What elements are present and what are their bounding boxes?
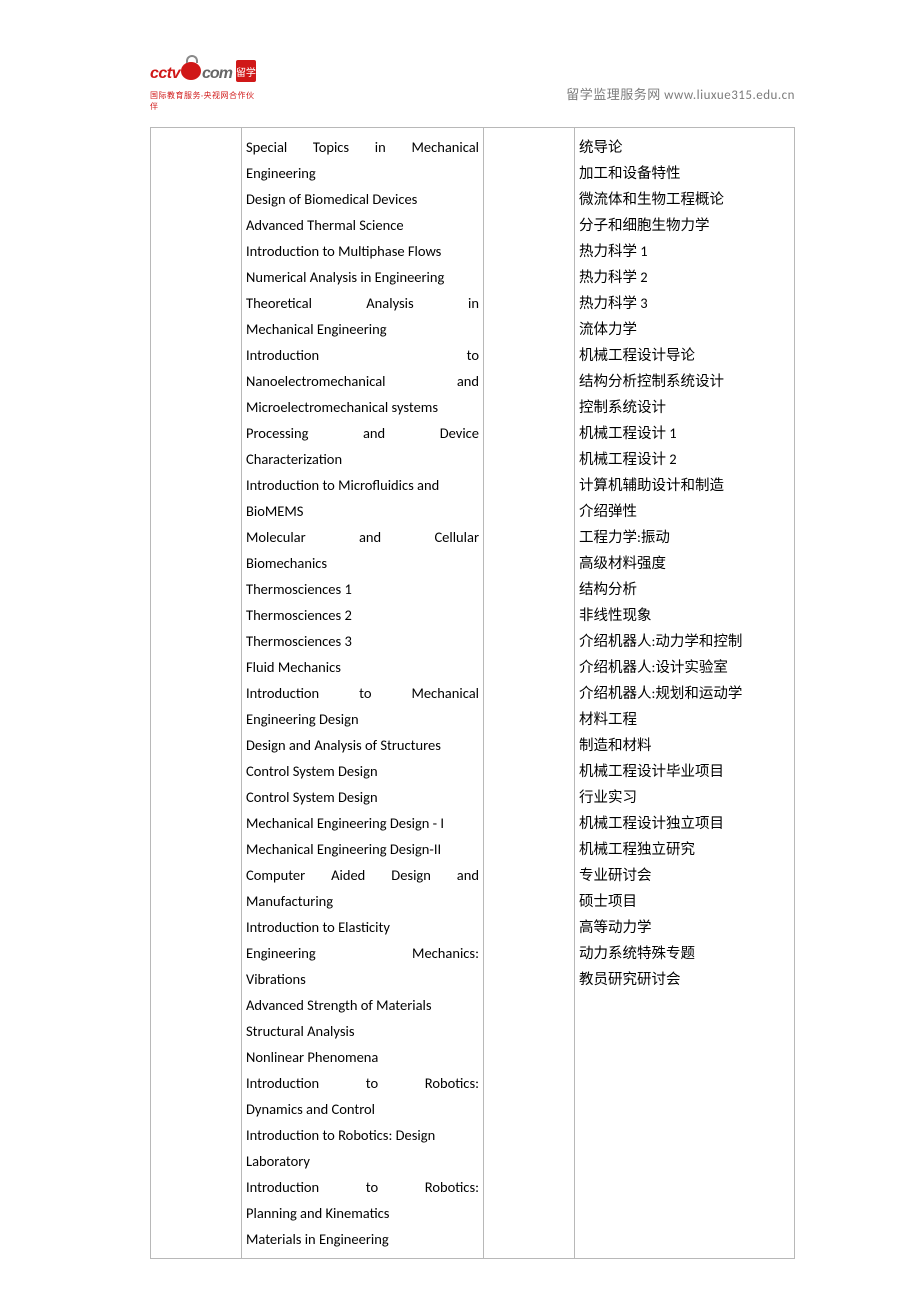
course-line-en: Engineering Design (246, 706, 479, 732)
course-line-zh: 控制系统设计 (579, 394, 790, 420)
table-col-chinese: 统导论加工和设备特性微流体和生物工程概论分子和细胞生物力学热力科学 1热力科学 … (575, 128, 795, 1258)
course-line-zh: 介绍机器人:规划和运动学 (579, 680, 790, 706)
logo: cctv com 留学 国际教育服务·央视网合作伙伴 (150, 60, 258, 105)
course-line-en: Introduction to Microfluidics and (246, 472, 479, 498)
course-line-zh: 结构分析控制系统设计 (579, 368, 790, 394)
course-line-en: Dynamics and Control (246, 1096, 479, 1122)
course-line-zh: 介绍弹性 (579, 498, 790, 524)
course-line-zh: 热力科学 2 (579, 264, 790, 290)
course-line-en: Nonlinear Phenomena (246, 1044, 479, 1070)
logo-badge: 留学 (236, 60, 256, 82)
table-col-english: Special Topics in MechanicalEngineeringD… (242, 128, 484, 1258)
course-line-en: Processing and Device (246, 420, 479, 446)
logo-cctv-text: cctv (150, 65, 180, 83)
course-line-zh: 工程力学:振动 (579, 524, 790, 550)
course-line-en: BioMEMS (246, 498, 479, 524)
course-line-en: Introduction to Multiphase Flows (246, 238, 479, 264)
course-line-en: Design of Biomedical Devices (246, 186, 479, 212)
course-line-zh: 高级材料强度 (579, 550, 790, 576)
course-line-zh: 热力科学 3 (579, 290, 790, 316)
course-line-en: Advanced Strength of Materials (246, 992, 479, 1018)
course-line-zh: 微流体和生物工程概论 (579, 186, 790, 212)
logo-top: cctv com 留学 (150, 60, 258, 88)
course-line-en: Mechanical Engineering (246, 316, 479, 342)
content-table: Special Topics in MechanicalEngineeringD… (150, 127, 795, 1259)
course-line-zh: 机械工程设计 1 (579, 420, 790, 446)
course-line-en: Control System Design (246, 784, 479, 810)
header-site-text: 留学监理服务网 www.liuxue315.edu.cn (566, 84, 795, 105)
course-line-en: Design and Analysis of Structures (246, 732, 479, 758)
logo-dot-icon (181, 62, 201, 80)
course-line-zh: 高等动力学 (579, 914, 790, 940)
course-line-en: Structural Analysis (246, 1018, 479, 1044)
course-line-en: Engineering Mechanics: (246, 940, 479, 966)
course-line-en: Introduction to (246, 342, 479, 368)
course-line-en: Planning and Kinematics (246, 1200, 479, 1226)
course-line-zh: 硕士项目 (579, 888, 790, 914)
page-header: cctv com 留学 国际教育服务·央视网合作伙伴 留学监理服务网 www.l… (150, 60, 795, 105)
course-line-en: Molecular and Cellular (246, 524, 479, 550)
course-line-en: Vibrations (246, 966, 479, 992)
course-line-zh: 材料工程 (579, 706, 790, 732)
course-line-en: Microelectromechanical systems (246, 394, 479, 420)
course-line-zh: 机械工程独立研究 (579, 836, 790, 862)
course-line-zh: 分子和细胞生物力学 (579, 212, 790, 238)
course-line-en: Special Topics in Mechanical (246, 134, 479, 160)
course-line-en: Theoretical Analysis in (246, 290, 479, 316)
course-line-en: Mechanical Engineering Design-II (246, 836, 479, 862)
course-line-en: Fluid Mechanics (246, 654, 479, 680)
course-line-zh: 制造和材料 (579, 732, 790, 758)
course-line-en: Introduction to Robotics: (246, 1070, 479, 1096)
course-line-zh: 机械工程设计独立项目 (579, 810, 790, 836)
course-line-zh: 加工和设备特性 (579, 160, 790, 186)
table-col-3-empty (484, 128, 575, 1258)
course-line-en: Introduction to Robotics: (246, 1174, 479, 1200)
course-line-en: Materials in Engineering (246, 1226, 479, 1252)
course-line-en: Biomechanics (246, 550, 479, 576)
course-line-en: Advanced Thermal Science (246, 212, 479, 238)
course-line-zh: 专业研讨会 (579, 862, 790, 888)
logo-com-text: com (202, 65, 232, 83)
course-line-zh: 介绍机器人:设计实验室 (579, 654, 790, 680)
course-line-zh: 结构分析 (579, 576, 790, 602)
course-line-en: Introduction to Elasticity (246, 914, 479, 940)
course-line-en: Characterization (246, 446, 479, 472)
course-line-en: Thermosciences 1 (246, 576, 479, 602)
course-line-en: Engineering (246, 160, 479, 186)
course-line-zh: 热力科学 1 (579, 238, 790, 264)
course-line-en: Introduction to Robotics: Design (246, 1122, 479, 1148)
course-line-zh: 机械工程设计导论 (579, 342, 790, 368)
course-line-en: Numerical Analysis in Engineering (246, 264, 479, 290)
course-line-zh: 介绍机器人:动力学和控制 (579, 628, 790, 654)
course-line-en: Computer Aided Design and (246, 862, 479, 888)
course-line-en: Introduction to Mechanical (246, 680, 479, 706)
course-line-zh: 教员研究研讨会 (579, 966, 790, 992)
course-line-en: Thermosciences 2 (246, 602, 479, 628)
course-line-zh: 动力系统特殊专题 (579, 940, 790, 966)
course-line-zh: 行业实习 (579, 784, 790, 810)
course-line-en: Thermosciences 3 (246, 628, 479, 654)
course-line-en: Mechanical Engineering Design - I (246, 810, 479, 836)
course-line-zh: 计算机辅助设计和制造 (579, 472, 790, 498)
course-line-zh: 非线性现象 (579, 602, 790, 628)
course-line-en: Laboratory (246, 1148, 479, 1174)
course-line-zh: 统导论 (579, 134, 790, 160)
course-line-zh: 机械工程设计毕业项目 (579, 758, 790, 784)
course-line-zh: 机械工程设计 2 (579, 446, 790, 472)
table-col-1-empty (150, 128, 242, 1258)
logo-subtitle: 国际教育服务·央视网合作伙伴 (150, 90, 258, 112)
course-line-en: Nanoelectromechanical and (246, 368, 479, 394)
course-line-en: Control System Design (246, 758, 479, 784)
course-line-en: Manufacturing (246, 888, 479, 914)
course-line-zh: 流体力学 (579, 316, 790, 342)
